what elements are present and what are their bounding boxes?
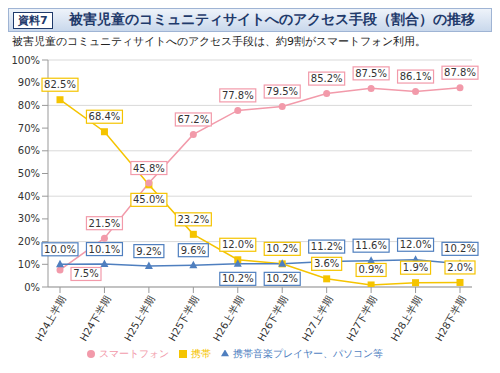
svg-text:12.0%: 12.0% bbox=[400, 239, 432, 250]
svg-text:45.8%: 45.8% bbox=[133, 163, 165, 174]
svg-text:68.4%: 68.4% bbox=[89, 111, 121, 122]
svg-text:H28上半期: H28上半期 bbox=[389, 294, 424, 343]
svg-text:12.0%: 12.0% bbox=[222, 239, 254, 250]
svg-text:30%: 30% bbox=[18, 213, 40, 224]
svg-text:79.5%: 79.5% bbox=[266, 86, 298, 97]
svg-text:H27下半期: H27下半期 bbox=[344, 294, 379, 343]
html-text:スマートフォン: スマートフォン bbox=[99, 348, 169, 359]
svg-text:23.2%: 23.2% bbox=[177, 214, 209, 225]
svg-text:21.5%: 21.5% bbox=[89, 218, 121, 229]
html-text:資料7: 資料7 bbox=[18, 13, 48, 27]
svg-text:10.2%: 10.2% bbox=[444, 243, 476, 254]
svg-text:60%: 60% bbox=[18, 145, 40, 156]
svg-text:11.6%: 11.6% bbox=[355, 240, 387, 251]
svg-text:67.2%: 67.2% bbox=[177, 114, 209, 125]
svg-text:10.2%: 10.2% bbox=[266, 243, 298, 254]
svg-text:11.2%: 11.2% bbox=[311, 241, 343, 252]
svg-text:87.5%: 87.5% bbox=[355, 68, 387, 79]
svg-text:H25下半期: H25下半期 bbox=[167, 294, 202, 343]
svg-text:40%: 40% bbox=[18, 191, 40, 202]
svg-text:H25上半期: H25上半期 bbox=[122, 294, 157, 343]
svg-text:77.8%: 77.8% bbox=[222, 90, 254, 101]
html-text:被害児童のコミュニティサイトへのアクセス手段は、約9割がスマ: 被害児童のコミュニティサイトへのアクセス手段は、約9割がスマートフォン利用。 bbox=[12, 35, 426, 48]
svg-text:82.5%: 82.5% bbox=[44, 79, 76, 90]
svg-text:100%: 100% bbox=[11, 55, 40, 66]
svg-text:3.6%: 3.6% bbox=[314, 258, 339, 269]
svg-text:90%: 90% bbox=[18, 77, 40, 88]
svg-text:0%: 0% bbox=[24, 282, 40, 293]
svg-text:70%: 70% bbox=[18, 123, 40, 134]
html-text:携帯音楽プレイヤー、パソコン等: 携帯音楽プレイヤー、パソコン等 bbox=[233, 348, 383, 359]
svg-text:H27上半期: H27上半期 bbox=[300, 294, 335, 343]
svg-text:H24下半期: H24下半期 bbox=[78, 294, 113, 343]
svg-text:20%: 20% bbox=[18, 236, 40, 247]
svg-text:50%: 50% bbox=[18, 168, 40, 179]
svg-text:85.2%: 85.2% bbox=[311, 73, 343, 84]
svg-text:H28下半期: H28下半期 bbox=[433, 294, 468, 343]
svg-text:87.8%: 87.8% bbox=[444, 67, 476, 78]
svg-text:H24上半期: H24上半期 bbox=[33, 294, 68, 343]
svg-text:9.2%: 9.2% bbox=[136, 246, 161, 257]
svg-text:0.9%: 0.9% bbox=[358, 264, 383, 275]
svg-text:10.1%: 10.1% bbox=[89, 244, 121, 255]
svg-text:10.0%: 10.0% bbox=[44, 244, 76, 255]
svg-text:10%: 10% bbox=[18, 259, 40, 270]
svg-text:H26上半期: H26上半期 bbox=[211, 294, 246, 343]
svg-text:86.1%: 86.1% bbox=[400, 71, 432, 82]
svg-text:10.2%: 10.2% bbox=[266, 273, 298, 284]
svg-text:H26下半期: H26下半期 bbox=[255, 294, 290, 343]
svg-text:10.2%: 10.2% bbox=[222, 273, 254, 284]
html-text:携帯: 携帯 bbox=[191, 348, 211, 359]
html-text:被害児童のコミュニティサイトへのアクセス手段（割合）の推移: 被害児童のコミュニティサイトへのアクセス手段（割合）の推移 bbox=[68, 11, 475, 27]
svg-text:7.5%: 7.5% bbox=[73, 268, 98, 279]
svg-text:1.9%: 1.9% bbox=[403, 262, 428, 273]
svg-text:80%: 80% bbox=[18, 100, 40, 111]
svg-text:45.0%: 45.0% bbox=[133, 194, 165, 205]
svg-text:2.0%: 2.0% bbox=[447, 262, 472, 273]
svg-text:9.6%: 9.6% bbox=[181, 245, 206, 256]
